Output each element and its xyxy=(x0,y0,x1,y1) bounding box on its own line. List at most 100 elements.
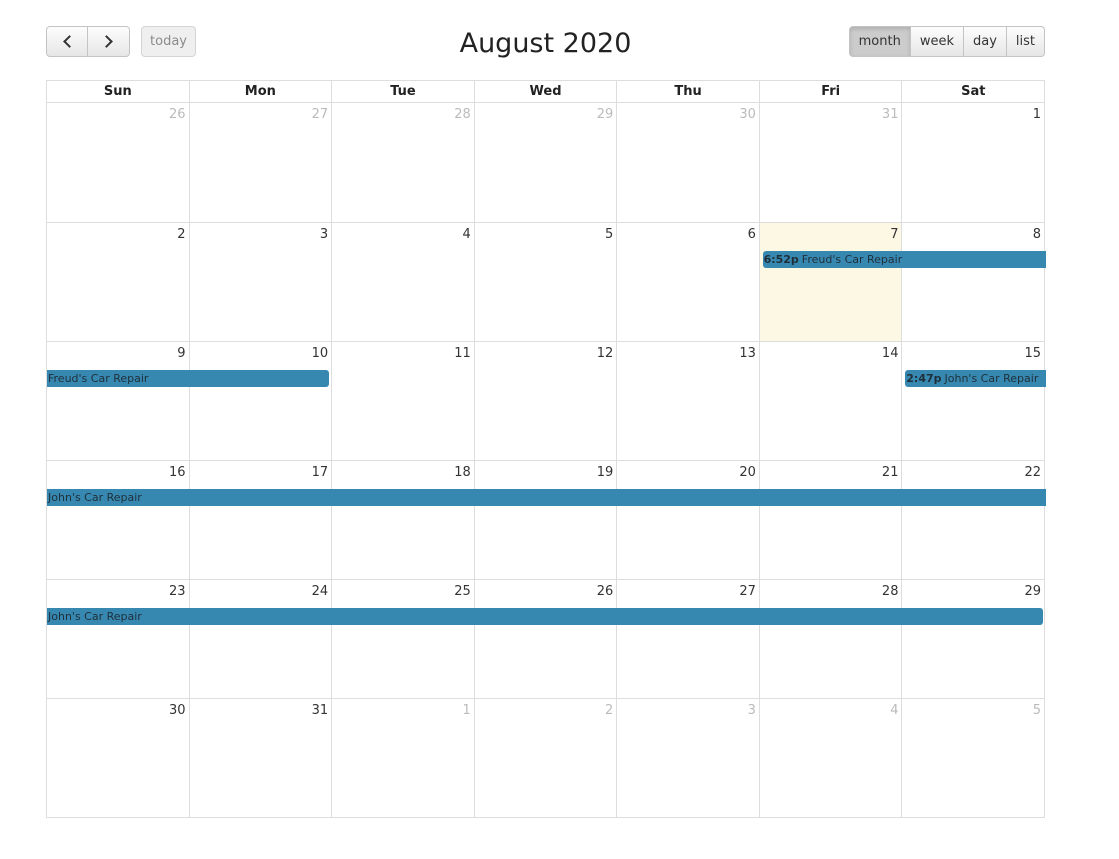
day-cell[interactable]: 3 xyxy=(188,223,332,341)
day-number[interactable]: 7 xyxy=(890,227,899,242)
day-number[interactable]: 29 xyxy=(1024,584,1042,599)
day-number[interactable]: 2 xyxy=(605,703,614,718)
day-cell[interactable]: 5 xyxy=(901,699,1044,817)
day-number[interactable]: 16 xyxy=(169,465,186,480)
day-number[interactable]: 14 xyxy=(881,346,899,361)
day-number[interactable]: 4 xyxy=(462,227,471,242)
day-cell[interactable]: 19 xyxy=(473,461,617,579)
day-cell[interactable]: 14 xyxy=(758,342,902,460)
calendar-event[interactable]: 6:52p Freud's Car Repair xyxy=(762,251,1046,268)
day-cell[interactable]: 6 xyxy=(616,223,759,341)
day-cell[interactable]: 15 xyxy=(901,342,1044,460)
view-week-button[interactable]: week xyxy=(910,26,964,57)
week-row: 9 10 11 12 13 14 15 Freud's Car Repair 2:47p John… xyxy=(47,341,1046,460)
day-number[interactable]: 25 xyxy=(454,584,471,599)
day-cell[interactable]: 26 xyxy=(47,103,189,222)
day-number[interactable]: 29 xyxy=(596,107,614,122)
day-cell[interactable]: 3 xyxy=(616,699,759,817)
day-cell[interactable]: 1 xyxy=(331,699,474,817)
day-cell[interactable]: 28 xyxy=(758,580,902,698)
day-number[interactable]: 13 xyxy=(739,346,756,361)
day-cell[interactable]: 20 xyxy=(616,461,759,579)
day-cell[interactable]: 28 xyxy=(331,103,474,222)
day-number[interactable]: 23 xyxy=(169,584,186,599)
day-number[interactable]: 5 xyxy=(605,227,614,242)
calendar-event[interactable]: Freud's Car Repair xyxy=(47,370,330,387)
day-cell[interactable]: 17 xyxy=(188,461,332,579)
prev-button[interactable] xyxy=(46,26,88,57)
day-cell[interactable]: 30 xyxy=(616,103,759,222)
day-number[interactable]: 12 xyxy=(596,346,614,361)
day-number[interactable]: 27 xyxy=(311,107,329,122)
day-cell[interactable]: 18 xyxy=(331,461,474,579)
day-number[interactable]: 22 xyxy=(1024,465,1042,480)
calendar-event[interactable]: John's Car Repair xyxy=(47,608,1043,625)
day-cell[interactable]: 5 xyxy=(473,223,617,341)
next-button[interactable] xyxy=(88,26,130,57)
day-cell[interactable]: 26 xyxy=(473,580,617,698)
day-cell[interactable]: 21 xyxy=(758,461,902,579)
day-cell[interactable]: 12 xyxy=(473,342,617,460)
day-cell[interactable]: 2 xyxy=(47,223,189,341)
calendar-toolbar: today August 2020 month week day list xyxy=(46,26,1045,59)
day-number[interactable]: 5 xyxy=(1032,703,1042,718)
day-number[interactable]: 2 xyxy=(177,227,186,242)
day-cell[interactable]: 24 xyxy=(188,580,332,698)
day-number[interactable]: 30 xyxy=(739,107,756,122)
day-cell[interactable]: 27 xyxy=(188,103,332,222)
day-number[interactable]: 20 xyxy=(739,465,756,480)
day-number[interactable]: 28 xyxy=(454,107,471,122)
day-cell[interactable]: 22 xyxy=(901,461,1044,579)
day-cell[interactable]: 16 xyxy=(47,461,189,579)
week-row: 16 17 18 19 20 21 22 John's Car Repair xyxy=(47,460,1046,579)
day-cell[interactable]: 10 xyxy=(188,342,332,460)
day-cell[interactable]: 29 xyxy=(473,103,617,222)
day-cell[interactable]: 31 xyxy=(188,699,332,817)
day-number[interactable]: 28 xyxy=(881,584,899,599)
day-cell[interactable]: 8 xyxy=(901,223,1044,341)
view-list-button[interactable]: list xyxy=(1006,26,1045,57)
day-number[interactable]: 8 xyxy=(1032,227,1042,242)
day-number[interactable]: 30 xyxy=(169,703,186,718)
day-number[interactable]: 1 xyxy=(462,703,471,718)
day-number[interactable]: 31 xyxy=(311,703,329,718)
day-number[interactable]: 26 xyxy=(596,584,614,599)
day-number[interactable]: 15 xyxy=(1024,346,1042,361)
day-cell[interactable]: 2 xyxy=(473,699,617,817)
day-cell-today[interactable]: 7 xyxy=(758,223,902,341)
day-cell[interactable]: 25 xyxy=(331,580,474,698)
day-number[interactable]: 31 xyxy=(881,107,899,122)
day-cell[interactable]: 30 xyxy=(47,699,189,817)
day-number[interactable]: 3 xyxy=(319,227,329,242)
day-number[interactable]: 19 xyxy=(596,465,614,480)
day-number[interactable]: 18 xyxy=(454,465,471,480)
day-number[interactable]: 10 xyxy=(311,346,329,361)
day-number[interactable]: 11 xyxy=(454,346,471,361)
day-number[interactable]: 1 xyxy=(1032,107,1042,122)
day-number[interactable]: 17 xyxy=(311,465,329,480)
day-cell[interactable]: 9 xyxy=(47,342,189,460)
day-number[interactable]: 27 xyxy=(739,584,756,599)
day-cell[interactable]: 11 xyxy=(331,342,474,460)
weekday-fri: Fri xyxy=(758,81,902,102)
day-cell[interactable]: 4 xyxy=(331,223,474,341)
day-number[interactable]: 3 xyxy=(747,703,756,718)
view-month-button[interactable]: month xyxy=(848,26,911,57)
day-number[interactable]: 9 xyxy=(177,346,186,361)
day-cell[interactable]: 23 xyxy=(47,580,189,698)
day-cell[interactable]: 1 xyxy=(901,103,1044,222)
day-number[interactable]: 6 xyxy=(747,227,756,242)
day-number[interactable]: 24 xyxy=(311,584,329,599)
day-cell[interactable]: 27 xyxy=(616,580,759,698)
day-cell[interactable]: 13 xyxy=(616,342,759,460)
day-cell[interactable]: 31 xyxy=(758,103,902,222)
calendar-event[interactable]: John's Car Repair xyxy=(47,489,1046,506)
day-cell[interactable]: 29 xyxy=(901,580,1044,698)
day-number[interactable]: 26 xyxy=(169,107,186,122)
day-cell[interactable]: 4 xyxy=(758,699,902,817)
day-number[interactable]: 4 xyxy=(890,703,899,718)
today-button[interactable]: today xyxy=(141,26,196,57)
view-day-button[interactable]: day xyxy=(963,26,1007,57)
day-number[interactable]: 21 xyxy=(881,465,899,480)
calendar-event[interactable]: 2:47p John's Car Repair xyxy=(905,370,1046,387)
